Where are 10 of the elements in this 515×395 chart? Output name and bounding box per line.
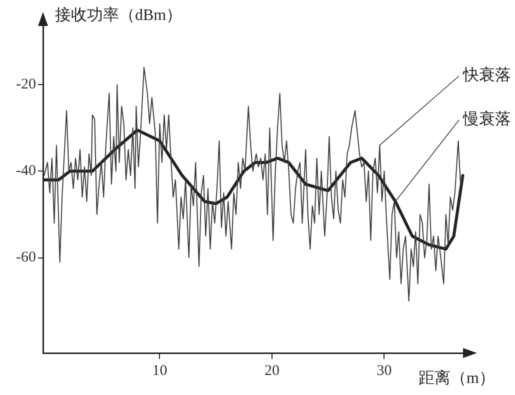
x-axis-title: 距离（m） [418, 369, 495, 388]
y-axis-title: 接收功率（dBm） [55, 6, 182, 24]
x-tick-label: 20 [264, 362, 280, 379]
y-tick-label: -20 [16, 76, 36, 93]
x-tick-label: 10 [152, 362, 168, 379]
y-tick-label: -60 [16, 250, 36, 266]
x-tick-label: 30 [376, 362, 392, 379]
text: 快衰落 [462, 66, 511, 84]
y-tick-label: -40 [16, 163, 36, 180]
text: 慢衰落 [462, 110, 511, 128]
